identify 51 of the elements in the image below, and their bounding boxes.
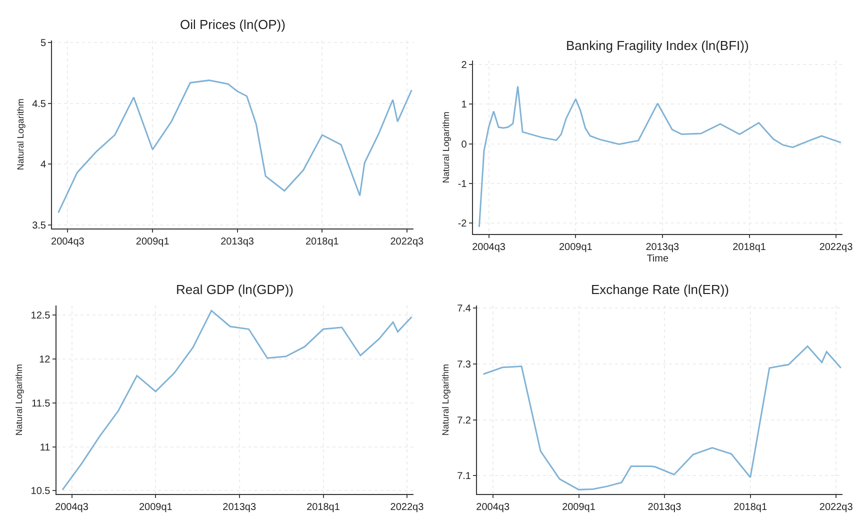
chart-title: Real GDP (ln(GDP)) [176, 282, 294, 297]
y-tick-label: -1 [458, 178, 468, 190]
x-tick-label: 2018q1 [734, 502, 768, 514]
y-tick-label: 1 [461, 100, 468, 111]
chart-title: Oil Prices (ln(OP)) [180, 17, 286, 32]
x-tick-label: 2004q3 [51, 236, 85, 248]
x-tick-label: 2009q1 [562, 502, 596, 514]
x-tick-label: 2022q3 [819, 242, 854, 254]
x-tick-label: 2022q3 [390, 236, 424, 248]
x-tick-label: 2018q1 [732, 242, 766, 254]
x-tick-label: 2013q3 [222, 502, 256, 514]
line-series [482, 345, 842, 490]
y-axis-title: Natural Logarithm [440, 364, 450, 436]
y-tick-label: 3.5 [32, 220, 46, 232]
y-tick-label: 11 [40, 442, 51, 454]
y-tick-label: 5 [40, 38, 46, 50]
x-tick-label: 2009q1 [138, 502, 173, 514]
x-tick-label: 2004q3 [55, 502, 89, 514]
x-tick-label: 2004q3 [472, 242, 506, 254]
x-tick-label: 2022q3 [390, 502, 424, 514]
line-series [478, 86, 842, 228]
x-axis-title: Time [646, 254, 669, 265]
y-tick-label: 4 [40, 160, 46, 171]
y-tick-label: 12 [39, 354, 51, 366]
y-axis-title: Natural Logarithm [14, 364, 24, 436]
y-tick-label: 2 [461, 60, 468, 72]
y-tick-label: 7.4 [457, 304, 472, 315]
line-series [58, 80, 412, 214]
x-tick-label: 2013q3 [648, 502, 682, 514]
y-tick-label: 0 [461, 139, 468, 150]
chart-title: Banking Fragility Index (ln(BFI)) [566, 38, 749, 53]
x-tick-label: 2009q1 [136, 236, 170, 248]
line-series [62, 310, 412, 491]
y-tick-label: -2 [458, 218, 468, 230]
y-tick-label: 10.5 [30, 486, 51, 498]
chart-title: Exchange Rate (ln(ER)) [591, 282, 729, 297]
x-tick-label: 2018q1 [305, 236, 340, 248]
x-tick-label: 2022q3 [819, 502, 854, 514]
y-axis-title: Natural Logarithm [15, 98, 26, 170]
x-tick-label: 2009q1 [558, 242, 593, 254]
y-tick-label: 4.5 [32, 98, 46, 110]
y-tick-label: 11.5 [32, 398, 51, 410]
y-axis-title: Natural Logarithm [441, 112, 452, 184]
x-tick-label: 2018q1 [306, 502, 340, 514]
y-tick-label: 7.1 [457, 471, 472, 482]
x-tick-label: 2004q3 [476, 502, 510, 514]
x-tick-label: 2013q3 [220, 236, 254, 248]
y-tick-label: 7.2 [457, 415, 472, 426]
y-tick-label: 7.3 [457, 360, 472, 371]
y-tick-label: 12.5 [30, 310, 51, 322]
x-tick-label: 2013q3 [646, 242, 680, 254]
